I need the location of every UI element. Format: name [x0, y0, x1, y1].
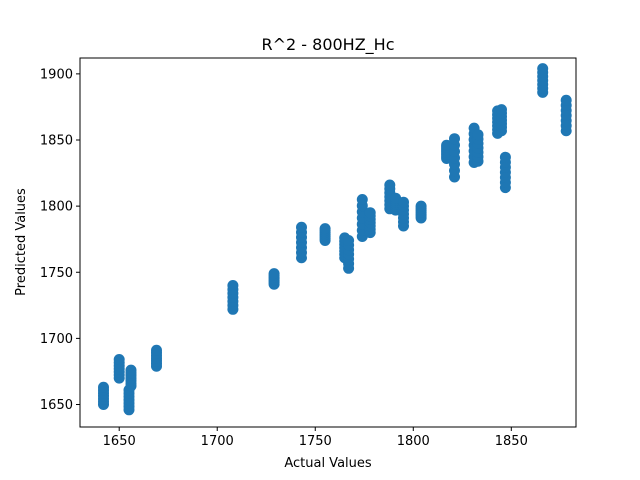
data-point: [415, 200, 427, 212]
data-point: [364, 207, 376, 219]
data-point: [98, 381, 109, 393]
data-point: [560, 94, 572, 106]
data-point: [537, 63, 549, 75]
y-tick-label: 1700: [40, 332, 73, 347]
y-tick-label: 1900: [40, 67, 73, 82]
data-point: [496, 104, 507, 116]
data-point: [398, 196, 409, 208]
y-tick-label: 1750: [40, 266, 73, 281]
data-point: [151, 344, 162, 356]
y-axis-label: Predicted Values: [14, 188, 29, 296]
x-axis-label: Actual Values: [284, 456, 372, 471]
y-tick-label: 1850: [40, 134, 73, 149]
x-tick-label: 1800: [397, 434, 430, 449]
x-tick-label: 1650: [103, 434, 136, 449]
data-point: [296, 221, 307, 233]
data-point: [499, 151, 511, 163]
x-axis-ticks: 1650 1700 1750 1800 1850: [103, 427, 528, 449]
data-point: [384, 179, 396, 191]
data-point: [319, 223, 331, 235]
data-point: [227, 280, 239, 291]
chart-title: R^2 - 800HZ_Hc: [261, 35, 394, 55]
data-point: [356, 194, 368, 205]
y-tick-label: 1800: [40, 200, 73, 215]
data-point: [268, 268, 280, 280]
y-tick-label: 1650: [40, 398, 73, 413]
plot-frame: [79, 57, 577, 428]
data-point: [343, 235, 355, 246]
x-tick-label: 1850: [495, 434, 528, 449]
data-point: [125, 364, 137, 376]
x-tick-label: 1700: [201, 434, 234, 449]
y-axis-ticks: 1650 1700 1750 1800 1850 1900: [40, 67, 80, 413]
data-point: [449, 133, 460, 145]
data-point: [113, 354, 125, 365]
data-point: [472, 129, 484, 141]
x-tick-label: 1750: [299, 434, 332, 449]
data-points: [98, 63, 572, 416]
data-point: [441, 139, 453, 151]
